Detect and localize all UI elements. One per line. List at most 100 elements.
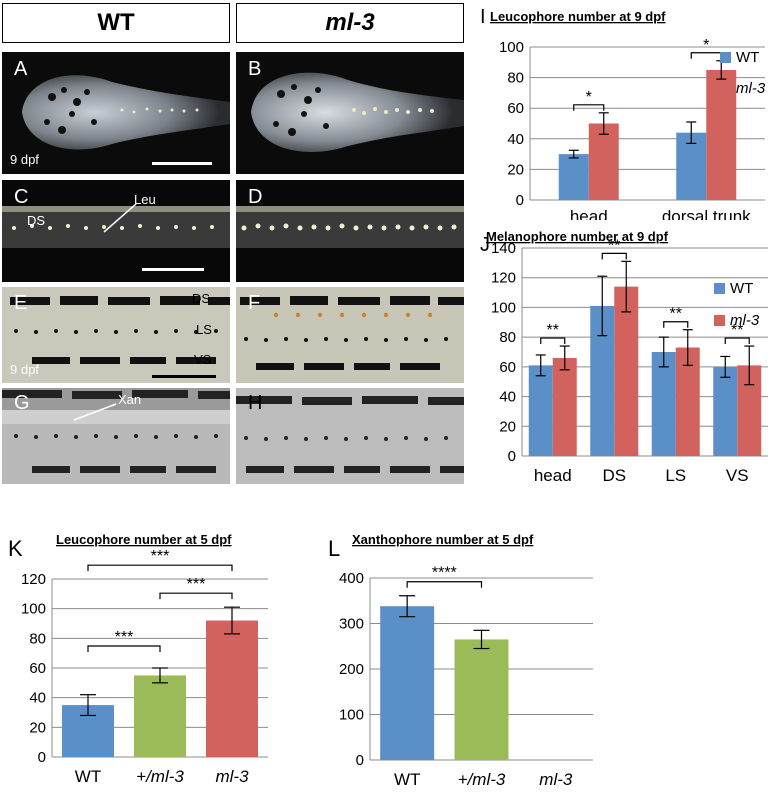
- legend-swatch: [720, 52, 731, 63]
- photo-panel-a: [2, 52, 230, 174]
- y-tick-label: 300: [339, 616, 364, 633]
- panel-label-a: A: [14, 58, 28, 80]
- scale-bar: [152, 162, 212, 165]
- y-tick-label: 120: [21, 571, 46, 588]
- y-tick-label: 140: [491, 240, 516, 257]
- y-tick-label: 80: [29, 630, 46, 647]
- legend-swatch: [714, 315, 725, 326]
- annotation-vs-e: VS: [194, 352, 212, 367]
- y-tick-label: 40: [29, 690, 46, 707]
- significance-bracket: [540, 337, 566, 345]
- chart-title: Leucophore number at 5 dpf: [56, 532, 232, 547]
- chart-k-leucophore-5dpf: Leucophore number at 5 dpf 0 20 40 60 80 100 12…: [21, 532, 268, 786]
- bar-+/ml-3: [134, 675, 186, 757]
- y-tick-label: 100: [339, 707, 364, 724]
- significance-bracket: [663, 321, 689, 328]
- legend-swatch: [714, 283, 725, 294]
- annotation-ds-e: DS: [192, 291, 211, 306]
- category-label: +/ml-3: [136, 767, 184, 786]
- xanthophore-grayscale-view-ml3: [236, 396, 464, 473]
- leu-pointer-line: [103, 203, 137, 233]
- bar-ml-3-head: [552, 357, 577, 456]
- annotation-ds-c: DS: [27, 213, 46, 228]
- chart-title: Melanophore number at 9 dpf: [486, 229, 669, 244]
- y-tick-label: 100: [491, 299, 516, 316]
- panel-label-e: E: [14, 292, 28, 314]
- panel-label-b: B: [248, 58, 262, 80]
- significance-label: *: [586, 89, 592, 106]
- y-tick-label: 60: [29, 660, 46, 677]
- y-tick-label: 200: [339, 661, 364, 678]
- trunk-lateral-view-ml3: [236, 206, 464, 248]
- photo-panel-d: [236, 180, 464, 282]
- significance-label: ***: [115, 629, 134, 646]
- legend-label: ml-3: [730, 312, 760, 329]
- wt-column-header: WT: [2, 3, 230, 43]
- panel-label-k: K: [8, 536, 23, 561]
- bar-ml-3: [206, 620, 258, 757]
- panel-label-f: F: [248, 292, 261, 314]
- y-tick-label: 20: [29, 719, 46, 736]
- significance-bracket: [87, 564, 233, 572]
- scale-bar: [142, 268, 204, 271]
- legend-label: ml-3: [736, 80, 766, 97]
- significance-bracket: [87, 645, 161, 652]
- trunk-lateral-view-wt: [2, 206, 230, 248]
- significance-bracket: [573, 104, 605, 111]
- panel-label-c: C: [14, 186, 29, 208]
- panel-label-i: I: [480, 6, 486, 28]
- scale-bar: [152, 375, 216, 378]
- significance-label: ***: [151, 548, 170, 565]
- y-tick-label: 20: [499, 418, 516, 435]
- y-tick-label: 60: [499, 359, 516, 376]
- bar-WT-LS: [651, 352, 676, 456]
- y-tick-label: 40: [507, 131, 524, 148]
- photo-panel-h: [236, 388, 464, 484]
- y-tick-label: 80: [507, 70, 524, 87]
- stripes-lateral-view-ml3: [240, 296, 464, 370]
- fish-dorsal-view-wt: [22, 75, 230, 150]
- significance-label: **: [670, 306, 682, 323]
- ml3-column-header: ml-3: [236, 3, 464, 43]
- category-label: WT: [394, 770, 420, 789]
- photo-panel-f: [236, 287, 464, 383]
- category-label: dorsal trunk: [662, 207, 751, 220]
- category-label: head: [570, 207, 608, 220]
- panel-label-l: L: [328, 536, 341, 561]
- stripes-lateral-view-wt: [10, 296, 230, 364]
- chart-j-melanophore-9dpf: Melanophore number at 9 dpf 0 20 40 60 80 100 1…: [486, 229, 768, 485]
- photo-panel-e: [2, 287, 230, 383]
- category-label: LS: [665, 466, 686, 485]
- y-tick-label: 0: [356, 752, 364, 769]
- annotation-xan: Xan: [118, 392, 142, 407]
- category-label: head: [534, 466, 572, 485]
- legend-label: WT: [730, 280, 753, 297]
- chart-title: Xanthophore number at 5 dpf: [352, 532, 534, 547]
- significance-label: ****: [432, 565, 457, 582]
- xan-pointer-line: [73, 403, 117, 421]
- y-tick-label: 120: [491, 270, 516, 287]
- y-tick-label: 100: [21, 601, 46, 618]
- significance-label: **: [547, 322, 559, 339]
- bar-WT-head: [558, 154, 589, 200]
- y-tick-label: 60: [507, 100, 524, 117]
- category-label: ml-3: [215, 767, 249, 786]
- category-label: WT: [75, 767, 101, 786]
- fish-dorsal-view-ml3: [251, 72, 464, 153]
- xanthophore-grayscale-view-wt: [2, 388, 230, 473]
- photo-panel-g: [2, 388, 230, 484]
- bar-+/ml-3: [454, 639, 509, 760]
- panel-label-d: D: [248, 186, 263, 208]
- y-tick-label: 20: [507, 161, 524, 178]
- bar-ml-3-DS: [614, 286, 639, 456]
- photo-panel-c: [2, 180, 230, 282]
- bar-ml-3-head: [588, 123, 619, 200]
- age-label-e: 9 dpf: [10, 362, 39, 377]
- y-tick-label: 0: [508, 448, 516, 465]
- y-tick-label: 0: [38, 749, 46, 766]
- bar-WT: [380, 606, 435, 760]
- category-label: DS: [602, 466, 626, 485]
- significance-bracket: [724, 337, 750, 345]
- significance-label: ***: [187, 576, 206, 593]
- significance-bracket: [601, 252, 627, 260]
